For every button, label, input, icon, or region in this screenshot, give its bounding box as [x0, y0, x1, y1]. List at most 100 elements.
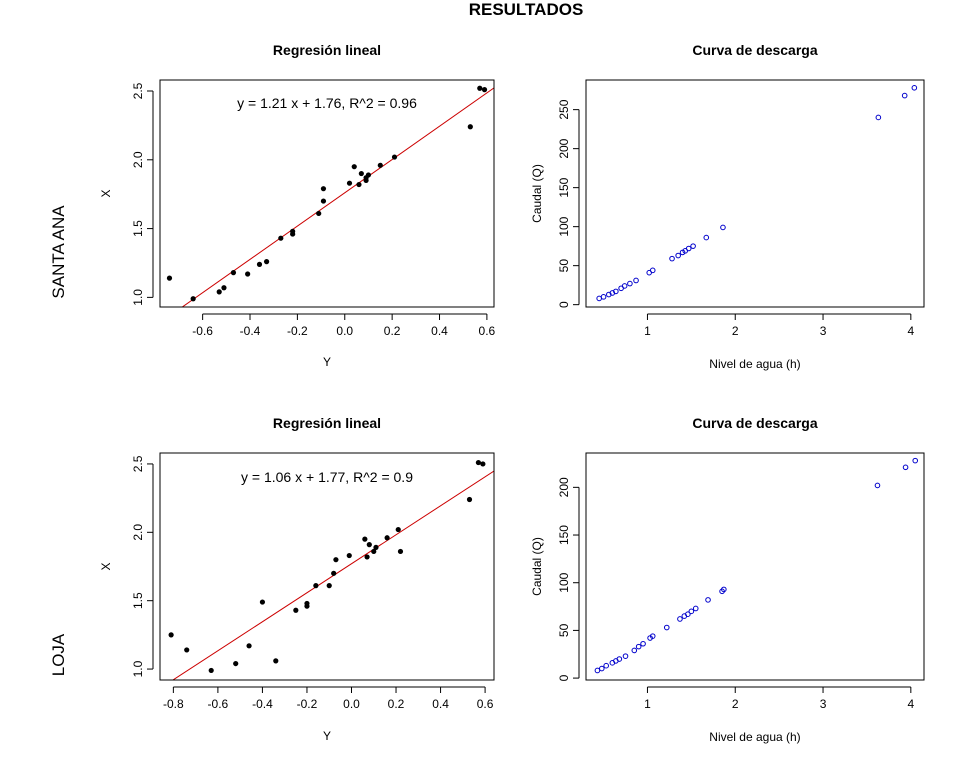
santa-ana-discharge-y-tick-label-5: 250 — [557, 99, 571, 119]
loja-regression-point-25 — [480, 461, 486, 467]
loja-regression-point-19 — [373, 544, 379, 550]
loja-regression-point-22 — [397, 548, 404, 555]
santa-ana-regression-fit-line — [181, 87, 494, 307]
santa-ana-regression-x-tick-label-2: -0.2 — [287, 324, 308, 338]
santa-ana-regression-point-13 — [320, 186, 327, 192]
santa-ana-discharge-point-12 — [675, 252, 681, 259]
loja-regression-x-tick-label-6: 0.4 — [432, 697, 449, 711]
santa-ana-discharge-x-tick-label-0: 1 — [644, 324, 651, 338]
santa-ana-regression-x-tick-label-6: 0.6 — [479, 324, 496, 338]
loja-discharge-point-6 — [622, 653, 629, 659]
loja-discharge-point-8 — [635, 643, 642, 650]
santa-ana-regression-y-tick-label-3: 2.5 — [131, 82, 145, 99]
santa-ana-regression-x-label: Y — [323, 355, 331, 369]
loja-regression-point-13 — [333, 557, 339, 563]
santa-ana-regression-x-tick-label-1: -0.4 — [240, 324, 261, 338]
loja-regression-point-16 — [364, 554, 370, 560]
santa-ana-regression-point-25 — [481, 87, 488, 93]
santa-ana-discharge-y-tick-label-0: 0 — [557, 301, 571, 308]
santa-ana-discharge-point-21 — [911, 85, 918, 91]
santa-ana-regression-equation-annotation: y = 1.21 x + 1.76, R^2 = 0.96 — [237, 95, 417, 111]
loja-regression-point-17 — [366, 542, 372, 548]
santa-ana-discharge-y-tick-label-1: 50 — [557, 259, 571, 273]
santa-ana-regression-point-3 — [221, 285, 227, 291]
loja-regression-point-11 — [326, 583, 332, 589]
loja-discharge-point-7 — [631, 647, 638, 654]
loja-discharge-y-tick-label-4: 200 — [557, 477, 571, 497]
loja-discharge-x-tick-label-2: 3 — [820, 697, 827, 711]
loja-discharge-point-1 — [599, 665, 605, 672]
loja-regression-point-20 — [384, 535, 390, 541]
loja-regression-y-tick-label-3: 2.5 — [131, 455, 145, 472]
row-label-loja: LOJA — [49, 633, 68, 676]
santa-ana-discharge-x-tick-label-1: 2 — [732, 324, 739, 338]
loja-regression-point-6 — [273, 658, 279, 664]
row-label-santa-ana: SANTA ANA — [49, 205, 68, 299]
loja-discharge-point-12 — [663, 624, 670, 631]
loja-regression-point-21 — [395, 526, 401, 533]
loja-regression-point-12 — [331, 570, 337, 576]
santa-ana-regression-y-label: X — [99, 189, 113, 197]
loja-discharge-y-tick-label-2: 100 — [557, 572, 571, 592]
santa-ana-discharge-x-label: Nivel de agua (h) — [709, 357, 800, 371]
loja-regression-x-tick-label-5: 0.2 — [388, 697, 405, 711]
santa-ana-regression-point-14 — [346, 180, 353, 186]
santa-ana-regression-x-tick-label-5: 0.4 — [431, 324, 448, 338]
loja-regression-point-4 — [246, 643, 252, 649]
loja-regression-point-18 — [371, 548, 377, 555]
santa-ana-regression-point-24 — [477, 85, 483, 91]
loja-discharge-point-16 — [688, 608, 695, 615]
loja-discharge-y-tick-label-0: 0 — [557, 674, 571, 681]
santa-ana-regression-point-2 — [216, 289, 222, 295]
santa-ana-discharge-point-11 — [669, 255, 675, 262]
santa-ana-regression-point-22 — [391, 154, 398, 160]
santa-ana-regression-y-tick-label-2: 2.0 — [131, 151, 145, 168]
panel-loja-regression: Regresión lineal -0.8 -0.6 -0.4 -0.2 0.0 0.2 0.… — [99, 415, 495, 743]
loja-regression-point-14 — [346, 552, 352, 559]
santa-ana-discharge-point-8 — [633, 277, 639, 284]
loja-discharge-y-label: Caudal (Q) — [530, 537, 544, 596]
santa-ana-discharge-point-1 — [600, 294, 607, 300]
loja-regression-x-tick-label-7: 0.6 — [477, 697, 494, 711]
loja-regression-x-tick-label-3: -0.2 — [297, 697, 318, 711]
santa-ana-discharge-point-18 — [720, 224, 726, 231]
santa-ana-discharge-plot-frame — [585, 79, 925, 308]
loja-regression-point-7 — [293, 607, 299, 613]
santa-ana-regression-point-12 — [320, 198, 327, 204]
loja-discharge-point-13 — [677, 616, 683, 622]
loja-regression-x-label: Y — [323, 729, 331, 743]
santa-ana-regression-point-7 — [263, 259, 270, 265]
loja-regression-point-2 — [208, 667, 214, 674]
loja-regression-point-15 — [362, 536, 368, 542]
loja-discharge-x-label: Nivel de agua (h) — [709, 730, 800, 744]
loja-regression-plot-frame — [159, 452, 495, 681]
loja-discharge-point-18 — [705, 597, 711, 603]
loja-discharge-y-tick-label-3: 150 — [557, 525, 571, 545]
santa-ana-regression-x-tick-label-4: 0.2 — [384, 324, 401, 338]
loja-regression-point-3 — [233, 660, 239, 667]
santa-ana-discharge-point-6 — [621, 283, 628, 289]
loja-discharge-point-0 — [594, 667, 601, 674]
panel-santa-ana-discharge: Curva de descarga 1 2 3 4 0 50 100 150 200 250 Nive… — [530, 42, 925, 371]
santa-ana-discharge-point-15 — [685, 245, 692, 252]
santa-ana-regression-point-4 — [230, 270, 237, 276]
loja-regression-x-tick-label-1: -0.6 — [208, 697, 229, 711]
santa-ana-discharge-point-16 — [690, 243, 696, 249]
loja-regression-equation-annotation: y = 1.06 x + 1.77, R^2 = 0.9 — [241, 469, 413, 485]
santa-ana-discharge-point-20 — [901, 92, 908, 99]
santa-ana-regression-point-6 — [256, 261, 263, 267]
loja-regression-y-tick-label-1: 1.5 — [131, 592, 145, 609]
loja-discharge-point-22 — [902, 464, 909, 471]
santa-ana-regression-x-tick-label-3: 0.0 — [336, 324, 353, 338]
panel-loja-discharge: Curva de descarga 1 2 3 4 0 50 100 150 200 Nivel d… — [530, 415, 925, 744]
loja-discharge-point-11 — [649, 633, 656, 639]
loja-discharge-point-17 — [692, 605, 699, 612]
loja-discharge-point-2 — [603, 662, 609, 669]
loja-regression-y-tick-label-2: 2.0 — [131, 524, 145, 541]
santa-ana-regression-point-21 — [377, 162, 383, 168]
santa-ana-regression-point-20 — [365, 172, 372, 178]
santa-ana-regression-point-23 — [467, 124, 473, 130]
santa-ana-regression-title: Regresión lineal — [273, 42, 381, 58]
santa-ana-regression-plot-frame — [159, 79, 495, 308]
santa-ana-regression-y-tick-label-0: 1.0 — [131, 289, 145, 306]
